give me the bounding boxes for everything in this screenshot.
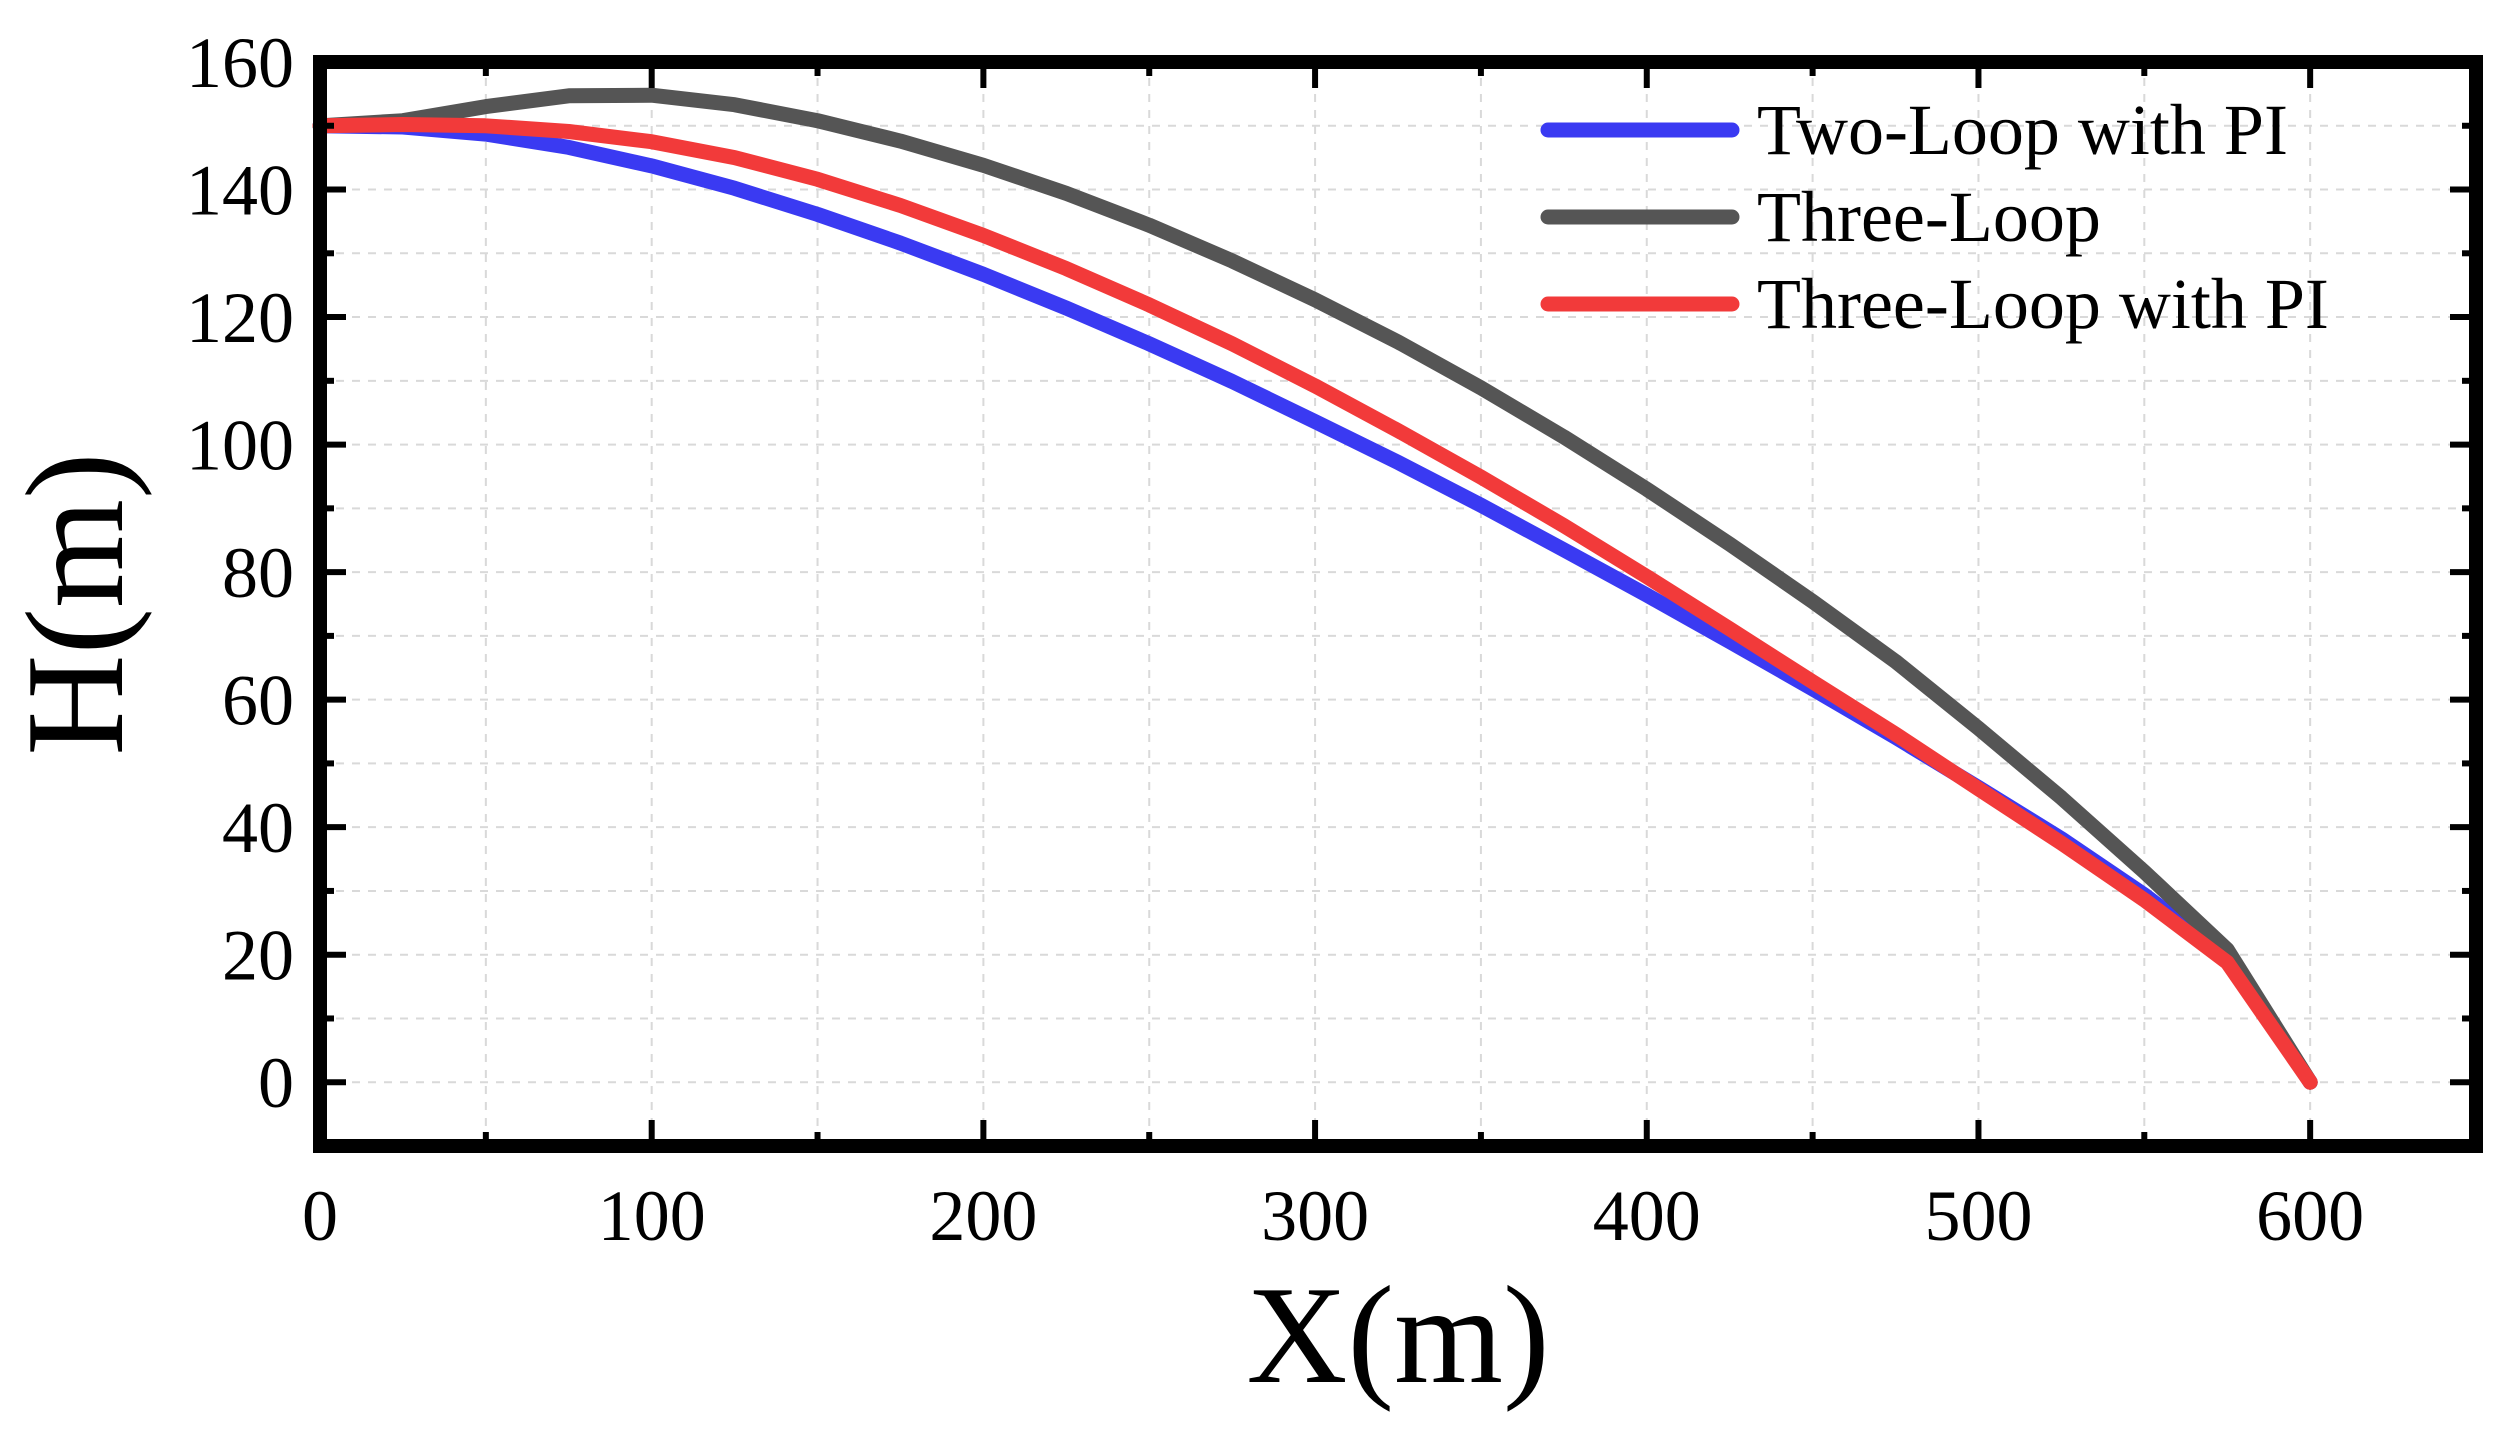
y-tick-label: 60 [222, 661, 294, 741]
y-tick-label: 40 [222, 788, 294, 868]
grid [320, 62, 2476, 1146]
y-tick-label: 100 [186, 406, 294, 486]
series-lines [312, 87, 2318, 1090]
x-tick-label: 0 [302, 1176, 338, 1256]
y-tick-label: 0 [258, 1043, 294, 1123]
series-line-3 [312, 117, 2318, 1090]
series-line-2 [312, 87, 2318, 1090]
y-tick-label: 120 [186, 278, 294, 358]
x-tick-label: 200 [929, 1176, 1037, 1256]
ticks [320, 62, 2476, 1146]
x-tick-label: 500 [1924, 1176, 2032, 1256]
x-tick-label: 400 [1593, 1176, 1701, 1256]
y-tick-label: 80 [222, 533, 294, 613]
y-tick-labels: 0 20 40 60 80 100 120 140 160 [186, 23, 294, 1123]
y-tick-label: 140 [186, 151, 294, 231]
x-tick-labels: 0 100 200 300 400 500 600 [302, 1176, 2364, 1256]
y-axis-label: H(m) [0, 452, 153, 755]
x-tick-label: 600 [2256, 1176, 2364, 1256]
x-axis-label: X(m) [1246, 1258, 1549, 1413]
x-tick-label: 300 [1261, 1176, 1369, 1256]
y-tick-label: 20 [222, 916, 294, 996]
legend-label-3: Three-Loop with PI [1757, 264, 2329, 344]
y-tick-label: 160 [186, 23, 294, 103]
x-tick-label: 100 [598, 1176, 706, 1256]
legend-label-1: Two-Loop with PI [1757, 90, 2288, 170]
plot-frame [313, 55, 2483, 1153]
legend-label-2: Three-Loop [1757, 177, 2101, 257]
